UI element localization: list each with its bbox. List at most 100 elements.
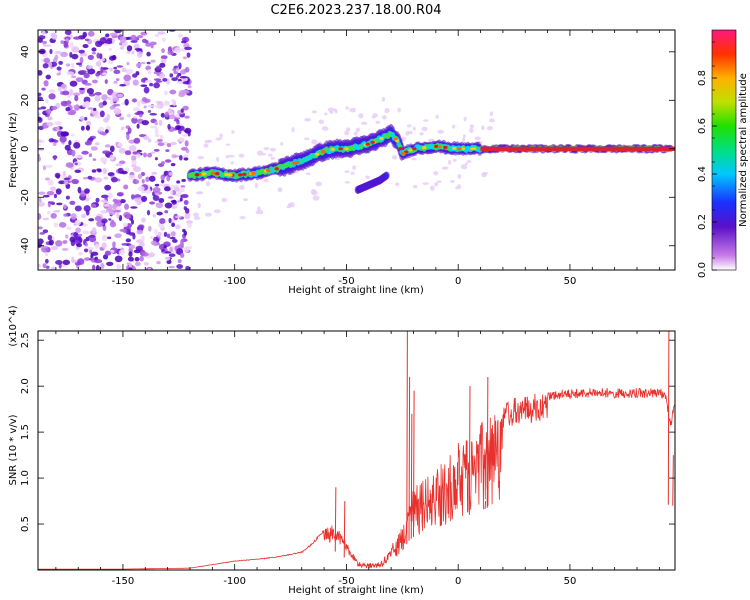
noise-speck <box>103 203 110 207</box>
faint-speck <box>419 131 424 136</box>
faint-speck <box>489 111 494 117</box>
noise-speck <box>106 236 112 240</box>
noise-speck <box>42 229 49 234</box>
noise-speck <box>171 155 180 158</box>
faint-speck <box>355 127 361 133</box>
faint-speck <box>228 154 235 158</box>
noise-speck <box>47 116 53 121</box>
noise-speck <box>50 245 58 251</box>
colorbar-tick-label: 0.4 <box>697 166 708 182</box>
noise-speck <box>63 41 69 48</box>
noise-speck <box>74 162 78 166</box>
noise-speck <box>98 126 105 132</box>
noise-speck <box>53 139 59 143</box>
noise-speck <box>162 77 168 82</box>
faint-speck <box>270 156 276 160</box>
noise-speck <box>180 252 185 258</box>
noise-speck <box>91 47 97 52</box>
snr-multiplier: (x10^4) <box>8 305 19 346</box>
x-tick-label: -150 <box>112 576 135 587</box>
noise-speck <box>50 186 57 192</box>
noise-speck <box>183 206 187 211</box>
faint-speck <box>238 185 245 190</box>
noise-speck <box>65 195 70 200</box>
noise-speck <box>119 116 125 121</box>
noise-speck <box>140 235 145 242</box>
noise-speck <box>167 196 174 199</box>
faint-speck <box>489 118 495 123</box>
noise-speck <box>90 251 99 256</box>
noise-speck <box>174 215 182 219</box>
noise-speck <box>143 152 147 158</box>
noise-speck <box>165 149 170 152</box>
noise-speck <box>113 66 118 70</box>
noise-speck <box>142 135 150 140</box>
spectrogram-heatmap <box>38 30 675 270</box>
noise-speck <box>148 175 156 182</box>
noise-speck <box>72 92 81 97</box>
noise-speck <box>38 213 42 220</box>
noise-speck <box>81 213 87 219</box>
colorbar-ticks: 0.0 0.2 0.4 0.6 0.8 <box>697 41 717 278</box>
noise-speck <box>89 236 97 243</box>
noise-speck <box>87 175 93 180</box>
noise-speck <box>88 137 94 141</box>
ridge-hotspot <box>265 169 271 173</box>
ridge-hotspot <box>321 149 326 154</box>
colorbar-label: Normalized spectral amplitude <box>738 73 749 227</box>
noise-speck <box>116 264 122 270</box>
noise-speck <box>102 150 110 155</box>
noise-speck <box>157 142 165 147</box>
x-tick-label: -150 <box>112 276 135 287</box>
faint-speck <box>277 187 283 193</box>
noise-speck <box>39 232 45 235</box>
noise-speck <box>60 40 64 44</box>
faint-speck <box>197 202 201 209</box>
noise-speck <box>48 89 56 93</box>
noise-speck <box>77 186 82 194</box>
noise-speck <box>177 259 182 264</box>
noise-speck <box>125 82 130 86</box>
noise-speck <box>82 230 90 235</box>
ridge-hotspot <box>314 152 320 156</box>
noise-speck <box>147 109 152 113</box>
noise-speck <box>169 141 177 146</box>
ridge-hotspot <box>292 161 297 165</box>
noise-speck <box>52 209 61 213</box>
noise-speck <box>150 151 156 155</box>
noise-speck <box>116 212 120 219</box>
noise-speck <box>164 256 171 261</box>
noise-speck <box>138 224 145 229</box>
noise-speck <box>38 191 46 195</box>
noise-speck <box>56 125 60 132</box>
noise-speck <box>187 222 192 228</box>
noise-speck <box>45 177 50 181</box>
snr-spike <box>667 331 670 505</box>
noise-speck <box>81 150 89 155</box>
noise-speck <box>141 252 149 257</box>
noise-speck <box>167 50 174 55</box>
noise-speck <box>150 59 156 63</box>
noise-speck <box>82 44 89 49</box>
noise-speck <box>65 234 69 239</box>
faint-speck <box>213 209 221 214</box>
noise-speck <box>90 146 98 151</box>
noise-speck <box>43 44 51 47</box>
noise-speck <box>128 174 136 180</box>
noise-speck <box>109 99 114 105</box>
noise-speck <box>114 233 122 239</box>
faint-speck <box>448 159 452 165</box>
ridge-hotspot <box>365 142 370 146</box>
noise-speck <box>105 33 110 38</box>
noise-speck <box>109 67 113 72</box>
faint-speck <box>216 156 220 163</box>
noise-speck <box>53 155 57 161</box>
noise-speck <box>62 90 70 96</box>
noise-speck <box>107 96 112 100</box>
noise-speck <box>71 256 75 263</box>
noise-speck <box>118 249 126 256</box>
noise-speck <box>146 209 151 216</box>
noise-speck <box>112 241 116 248</box>
spectrogram-xlabel: Height of straight line (km) <box>288 285 424 296</box>
faint-speck <box>230 161 234 165</box>
